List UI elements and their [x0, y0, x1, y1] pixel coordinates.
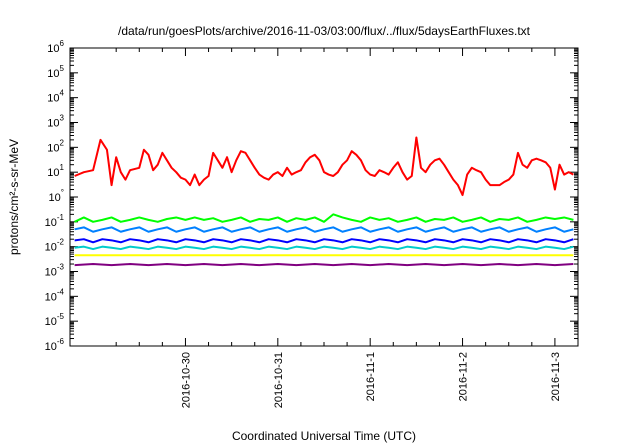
- y-tick-label: 10-5: [45, 312, 65, 328]
- series-line-1: [74, 213, 574, 223]
- x-axis-ticks: 2016-10-30 2016-10-31 2016-11-1 2016-11-2 20…: [115, 48, 562, 408]
- x-axis-label: Coordinated Universal Time (UTC): [232, 429, 416, 443]
- x-tick-label: 2016-11-1: [365, 352, 377, 401]
- y-tick-label: 10-3: [45, 263, 65, 279]
- plot-frame: [69, 47, 579, 347]
- y-tick-label: 10°: [49, 188, 64, 204]
- x-tick-label: 2016-11-3: [550, 352, 562, 401]
- y-tick-label: 106: [47, 39, 64, 55]
- series-layer: [74, 136, 574, 267]
- y-tick-label: 10-6: [45, 337, 65, 353]
- y-tick-label: 101: [47, 163, 64, 179]
- series-line-6: [74, 263, 574, 267]
- y-tick-label: 105: [47, 64, 64, 80]
- y-tick-label: 10-4: [45, 287, 65, 303]
- x-tick-label: 2016-11-2: [458, 352, 470, 401]
- series-line-3: [74, 238, 574, 244]
- y-tick-label: 10-1: [45, 213, 65, 229]
- y-axis-ticks: 10-6 10-5 10-4 10-3 10-2 10-1 10° 101 102 103 104 1…: [45, 39, 578, 353]
- x-tick-label: 2016-10-31: [273, 352, 285, 408]
- series-line-4: [74, 245, 574, 251]
- x-tick-label: 2016-10-30: [180, 352, 192, 408]
- y-tick-label: 102: [47, 138, 64, 154]
- y-tick-label: 10-2: [45, 238, 65, 254]
- y-tick-label: 103: [47, 114, 64, 130]
- series-line-0: [74, 136, 574, 197]
- y-tick-label: 104: [47, 89, 64, 105]
- y-axis-label: protons/cm²-s-sr-MeV: [7, 139, 21, 255]
- series-line-2: [74, 226, 574, 233]
- chart-title: /data/run/goesPlots/archive/2016-11-03/0…: [118, 24, 531, 38]
